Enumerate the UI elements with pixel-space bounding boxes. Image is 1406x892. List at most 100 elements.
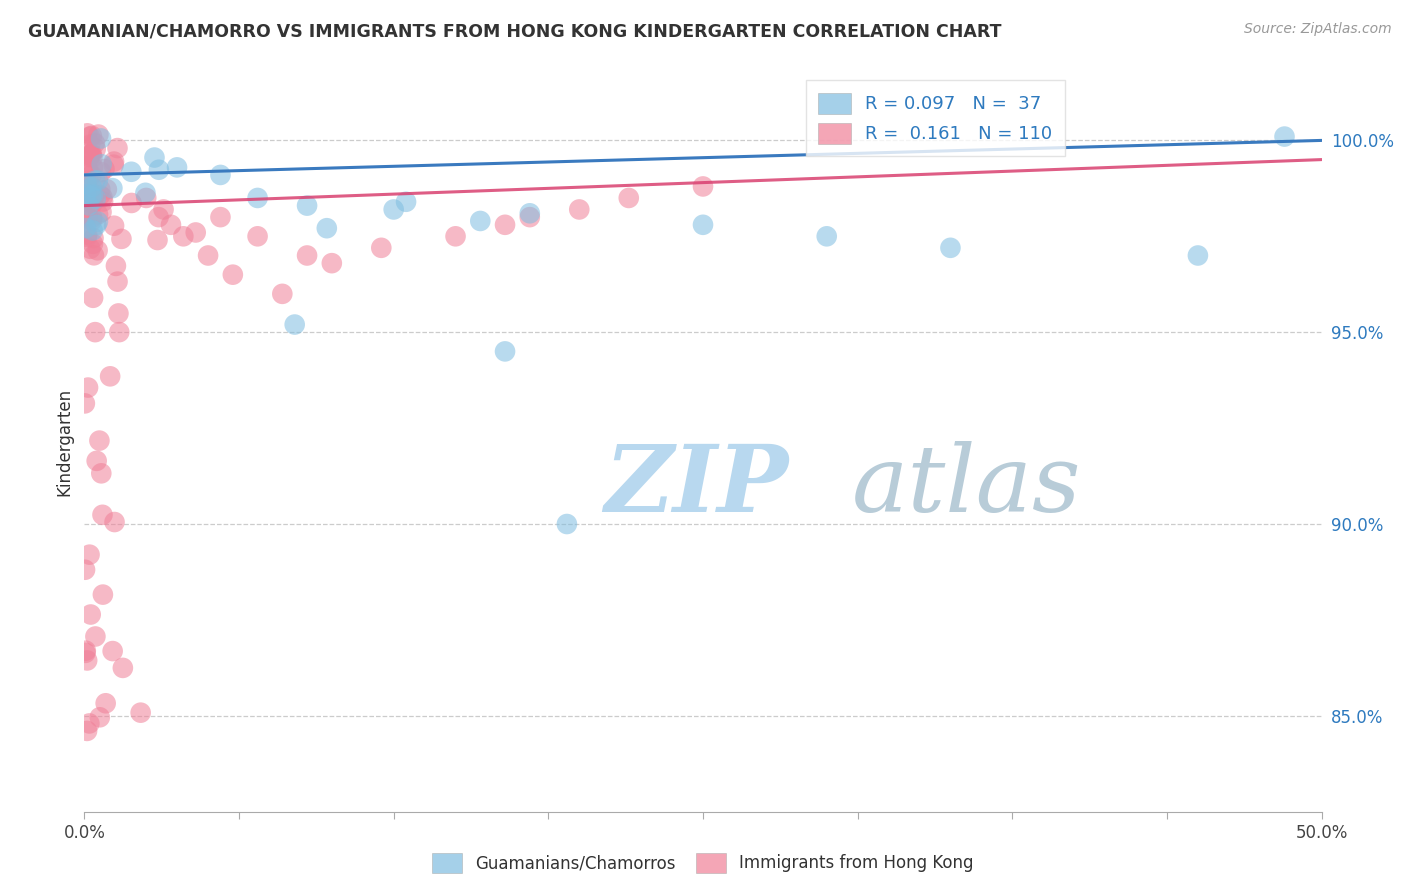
Point — [939, 241, 962, 255]
Point — [87, 214, 110, 228]
Point — [148, 210, 170, 224]
Point — [77, 163, 100, 178]
Point — [382, 202, 405, 217]
Point — [82, 187, 104, 202]
Point — [75, 194, 97, 209]
Point — [77, 380, 100, 394]
Point — [75, 187, 97, 202]
Point — [77, 198, 100, 212]
Point — [79, 147, 101, 161]
Point — [692, 218, 714, 232]
Point — [79, 242, 101, 256]
Point — [86, 244, 108, 258]
Point — [120, 165, 142, 179]
Point — [90, 157, 112, 171]
Point — [103, 219, 125, 233]
Point — [75, 186, 97, 201]
Point — [148, 162, 170, 177]
Point — [94, 696, 117, 710]
Point — [184, 226, 207, 240]
Point — [82, 161, 104, 175]
Point — [80, 128, 103, 143]
Point — [444, 229, 467, 244]
Point — [129, 706, 152, 720]
Point — [86, 454, 108, 468]
Point — [76, 653, 98, 667]
Point — [91, 588, 114, 602]
Point — [209, 210, 232, 224]
Point — [1187, 248, 1209, 262]
Point — [395, 194, 418, 209]
Y-axis label: Kindergarten: Kindergarten — [55, 387, 73, 496]
Point — [1274, 129, 1296, 144]
Point — [111, 661, 134, 675]
Point — [93, 162, 115, 177]
Text: ZIP: ZIP — [605, 441, 789, 531]
Legend: Guamanians/Chamorros, Immigrants from Hong Kong: Guamanians/Chamorros, Immigrants from Ho… — [426, 847, 980, 880]
Point — [79, 716, 101, 731]
Point — [76, 210, 98, 224]
Point — [89, 434, 111, 448]
Point — [197, 248, 219, 262]
Point — [107, 306, 129, 320]
Point — [91, 508, 114, 522]
Point — [370, 241, 392, 255]
Point — [87, 173, 110, 187]
Point — [172, 229, 194, 244]
Point — [209, 168, 232, 182]
Point — [470, 214, 492, 228]
Point — [107, 275, 129, 289]
Point — [75, 221, 97, 235]
Point — [101, 181, 124, 195]
Point — [76, 126, 98, 140]
Point — [89, 710, 111, 724]
Point — [77, 182, 100, 196]
Text: Source: ZipAtlas.com: Source: ZipAtlas.com — [1244, 22, 1392, 37]
Point — [80, 147, 103, 161]
Point — [98, 369, 121, 384]
Point — [96, 182, 118, 196]
Point — [83, 190, 105, 204]
Point — [84, 630, 107, 644]
Point — [84, 192, 107, 206]
Point — [80, 180, 103, 194]
Point — [73, 563, 96, 577]
Point — [110, 232, 132, 246]
Point — [90, 131, 112, 145]
Point — [79, 548, 101, 562]
Point — [89, 182, 111, 196]
Point — [321, 256, 343, 270]
Point — [101, 644, 124, 658]
Point — [75, 159, 97, 173]
Point — [82, 211, 104, 225]
Point — [84, 325, 107, 339]
Point — [121, 196, 143, 211]
Point — [80, 147, 103, 161]
Point — [617, 191, 640, 205]
Point — [135, 191, 157, 205]
Point — [246, 191, 269, 205]
Point — [103, 515, 125, 529]
Point — [568, 202, 591, 217]
Point — [86, 218, 108, 232]
Point — [76, 230, 98, 244]
Point — [82, 291, 104, 305]
Point — [83, 248, 105, 262]
Point — [77, 150, 100, 164]
Point — [82, 150, 104, 164]
Point — [87, 207, 110, 221]
Point — [146, 233, 169, 247]
Legend: R = 0.097   N =  37, R =  0.161   N = 110: R = 0.097 N = 37, R = 0.161 N = 110 — [806, 80, 1066, 156]
Point — [519, 210, 541, 224]
Point — [103, 154, 125, 169]
Point — [103, 158, 125, 172]
Point — [494, 344, 516, 359]
Point — [73, 188, 96, 202]
Point — [75, 177, 97, 191]
Point — [284, 318, 307, 332]
Text: GUAMANIAN/CHAMORRO VS IMMIGRANTS FROM HONG KONG KINDERGARTEN CORRELATION CHART: GUAMANIAN/CHAMORRO VS IMMIGRANTS FROM HO… — [28, 22, 1001, 40]
Point — [80, 213, 103, 227]
Point — [519, 206, 541, 220]
Point — [83, 136, 105, 151]
Point — [77, 173, 100, 187]
